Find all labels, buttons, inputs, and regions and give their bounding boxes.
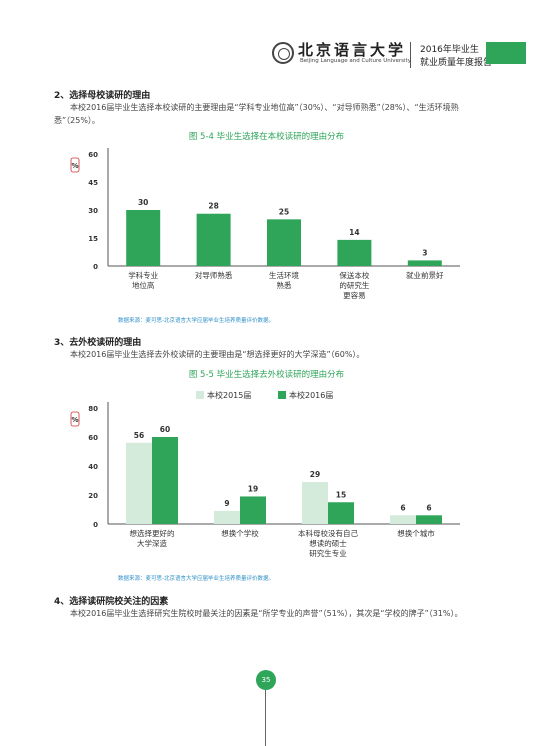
- x-tick-label: 保送本校的研究生更容易: [339, 270, 369, 300]
- bar-value-label: 3: [422, 248, 427, 257]
- x-tick-label-line: 本科母校没有自己: [298, 528, 358, 538]
- university-name-en: Beijing Language and Culture University: [300, 58, 411, 64]
- bar-value-label: 56: [134, 431, 144, 440]
- report-title-line1: 2016年毕业生: [420, 45, 479, 55]
- header-accent-block: [486, 42, 526, 64]
- y-axis-label: %: [70, 157, 80, 173]
- bar-value-label: 14: [349, 228, 359, 237]
- y-tick-label: 40: [88, 463, 98, 471]
- university-name-cn: 北京语言大学: [298, 41, 407, 59]
- y-tick-label: 45: [88, 179, 98, 187]
- chart-5-5: 0 20 40 60 80% 本校2015届 本校2016届 56 60 9 19 29 15 6 6 想选择…: [70, 390, 460, 558]
- section-heading: 2、选择母校读研的理由: [54, 91, 151, 101]
- data-source-note: 数据来源：麦可思-北京语言大学应届毕业生培养质量评价数据。: [118, 318, 274, 324]
- y-tick-label: 80: [88, 405, 98, 413]
- x-tick-label-line: 地位高: [132, 280, 155, 290]
- figure-title: 图 5-5 毕业生选择去外校读研的理由分布: [188, 370, 345, 380]
- chart-5-4: 0 15 30 45 60% 30 28 25 14 3 学科专业地位高 对导师熟悉 生活环境熟悉 保送本…: [70, 148, 460, 300]
- y-tick-label: 0: [93, 521, 98, 529]
- x-tick-label-line: 保送本校: [339, 270, 369, 280]
- university-seal-logo: [272, 42, 294, 64]
- legend-swatch: [196, 391, 204, 399]
- bar: [328, 502, 354, 524]
- x-tick-label-line: 熟悉: [277, 280, 292, 290]
- x-tick-label-line: 的研究生: [339, 280, 369, 290]
- section-paragraph: 本校2016届毕业生选择本校读研的主要理由是“学科专业地位高”（30%）、“对导…: [54, 103, 459, 125]
- bar: [126, 210, 161, 266]
- section-paragraph: 本校2016届毕业生选择去外校读研的主要理由是“想选择更好的大学深造”（60%）…: [70, 350, 365, 359]
- section-heading: 3、去外校读研的理由: [54, 338, 142, 348]
- bar-value-label: 30: [138, 198, 148, 207]
- bar-value-label: 9: [224, 499, 229, 508]
- x-tick-label-line: 大学深造: [137, 538, 167, 548]
- legend-label: 本校2015届: [207, 390, 251, 400]
- bar: [214, 510, 240, 524]
- x-tick-label: 想选择更好的大学深造: [130, 528, 175, 548]
- bar: [407, 260, 442, 266]
- y-tick-label: 20: [88, 492, 98, 500]
- bar: [267, 219, 301, 266]
- y-axis-label-bracket: [70, 411, 80, 427]
- y-axis-label-bracket: [70, 157, 80, 173]
- bar-value-label: 25: [279, 207, 289, 216]
- y-tick-label: 0: [93, 263, 98, 271]
- x-tick-label-line: 想换个城市: [397, 528, 435, 538]
- x-tick-label: 本科母校没有自己想读的硕士研究生专业: [298, 528, 358, 558]
- x-tick-label: 就业前景好: [406, 270, 444, 280]
- y-tick-label: 15: [88, 235, 98, 243]
- bar: [302, 481, 328, 524]
- x-tick-label-line: 就业前景好: [406, 270, 444, 280]
- figure-title: 图 5-4 毕业生选择在本校读研的理由分布: [188, 132, 345, 142]
- page-number: 35: [256, 670, 276, 690]
- x-tick-label-line: 想读的硕士: [309, 538, 347, 548]
- x-tick-label-line: 想换个学校: [221, 528, 259, 538]
- header-divider: [410, 42, 411, 68]
- bar-value-label: 29: [310, 470, 320, 479]
- report-title-line2: 就业质量年度报告: [420, 58, 493, 68]
- legend-label: 本校2016届: [289, 390, 333, 400]
- data-source-note: 数据来源：麦可思-北京语言大学应届毕业生培养质量评价数据。: [118, 576, 274, 582]
- y-axis-label-text: %: [71, 416, 78, 424]
- x-tick-label-line: 对导师熟悉: [195, 270, 233, 280]
- x-tick-label-line: 更容易: [343, 290, 366, 300]
- y-tick-label: 60: [88, 434, 98, 442]
- bar-value-label: 6: [400, 503, 405, 512]
- bar: [126, 442, 152, 524]
- x-tick-label-line: 想选择更好的: [130, 528, 175, 538]
- section-heading: 4、选择读研院校关注的因素: [54, 597, 169, 607]
- y-axis-label-text: %: [71, 162, 78, 170]
- bar: [390, 515, 416, 524]
- bar-value-label: 28: [208, 202, 218, 211]
- bar-value-label: 19: [248, 484, 258, 493]
- bar-value-label: 6: [426, 503, 431, 512]
- x-tick-label: 想换个学校: [221, 528, 259, 538]
- y-axis-label: %: [70, 411, 80, 427]
- x-tick-label: 对导师熟悉: [195, 270, 233, 280]
- bar: [337, 239, 372, 266]
- x-tick-label-line: 学科专业: [128, 270, 158, 280]
- x-tick-label: 生活环境熟悉: [269, 270, 299, 290]
- y-tick-label: 60: [88, 151, 98, 159]
- x-tick-label-line: 生活环境: [269, 270, 299, 280]
- page-number-line: [265, 690, 266, 746]
- bar: [152, 437, 178, 524]
- bar: [240, 496, 266, 524]
- x-tick-label-line: 研究生专业: [309, 548, 347, 558]
- page-header: 北京语言大学 Beijing Language and Culture Univ…: [0, 0, 533, 75]
- x-tick-label: 学科专业地位高: [128, 270, 158, 290]
- x-tick-label: 想换个城市: [397, 528, 435, 538]
- bar-value-label: 60: [160, 425, 170, 434]
- legend-swatch: [278, 391, 286, 399]
- bar: [196, 213, 231, 266]
- bar: [416, 515, 442, 524]
- y-tick-label: 30: [88, 207, 98, 215]
- section-paragraph: 本校2016届毕业生选择研究生院校时最关注的因素是“所学专业的声誉”（51%），…: [70, 609, 463, 618]
- bar-value-label: 15: [336, 490, 346, 499]
